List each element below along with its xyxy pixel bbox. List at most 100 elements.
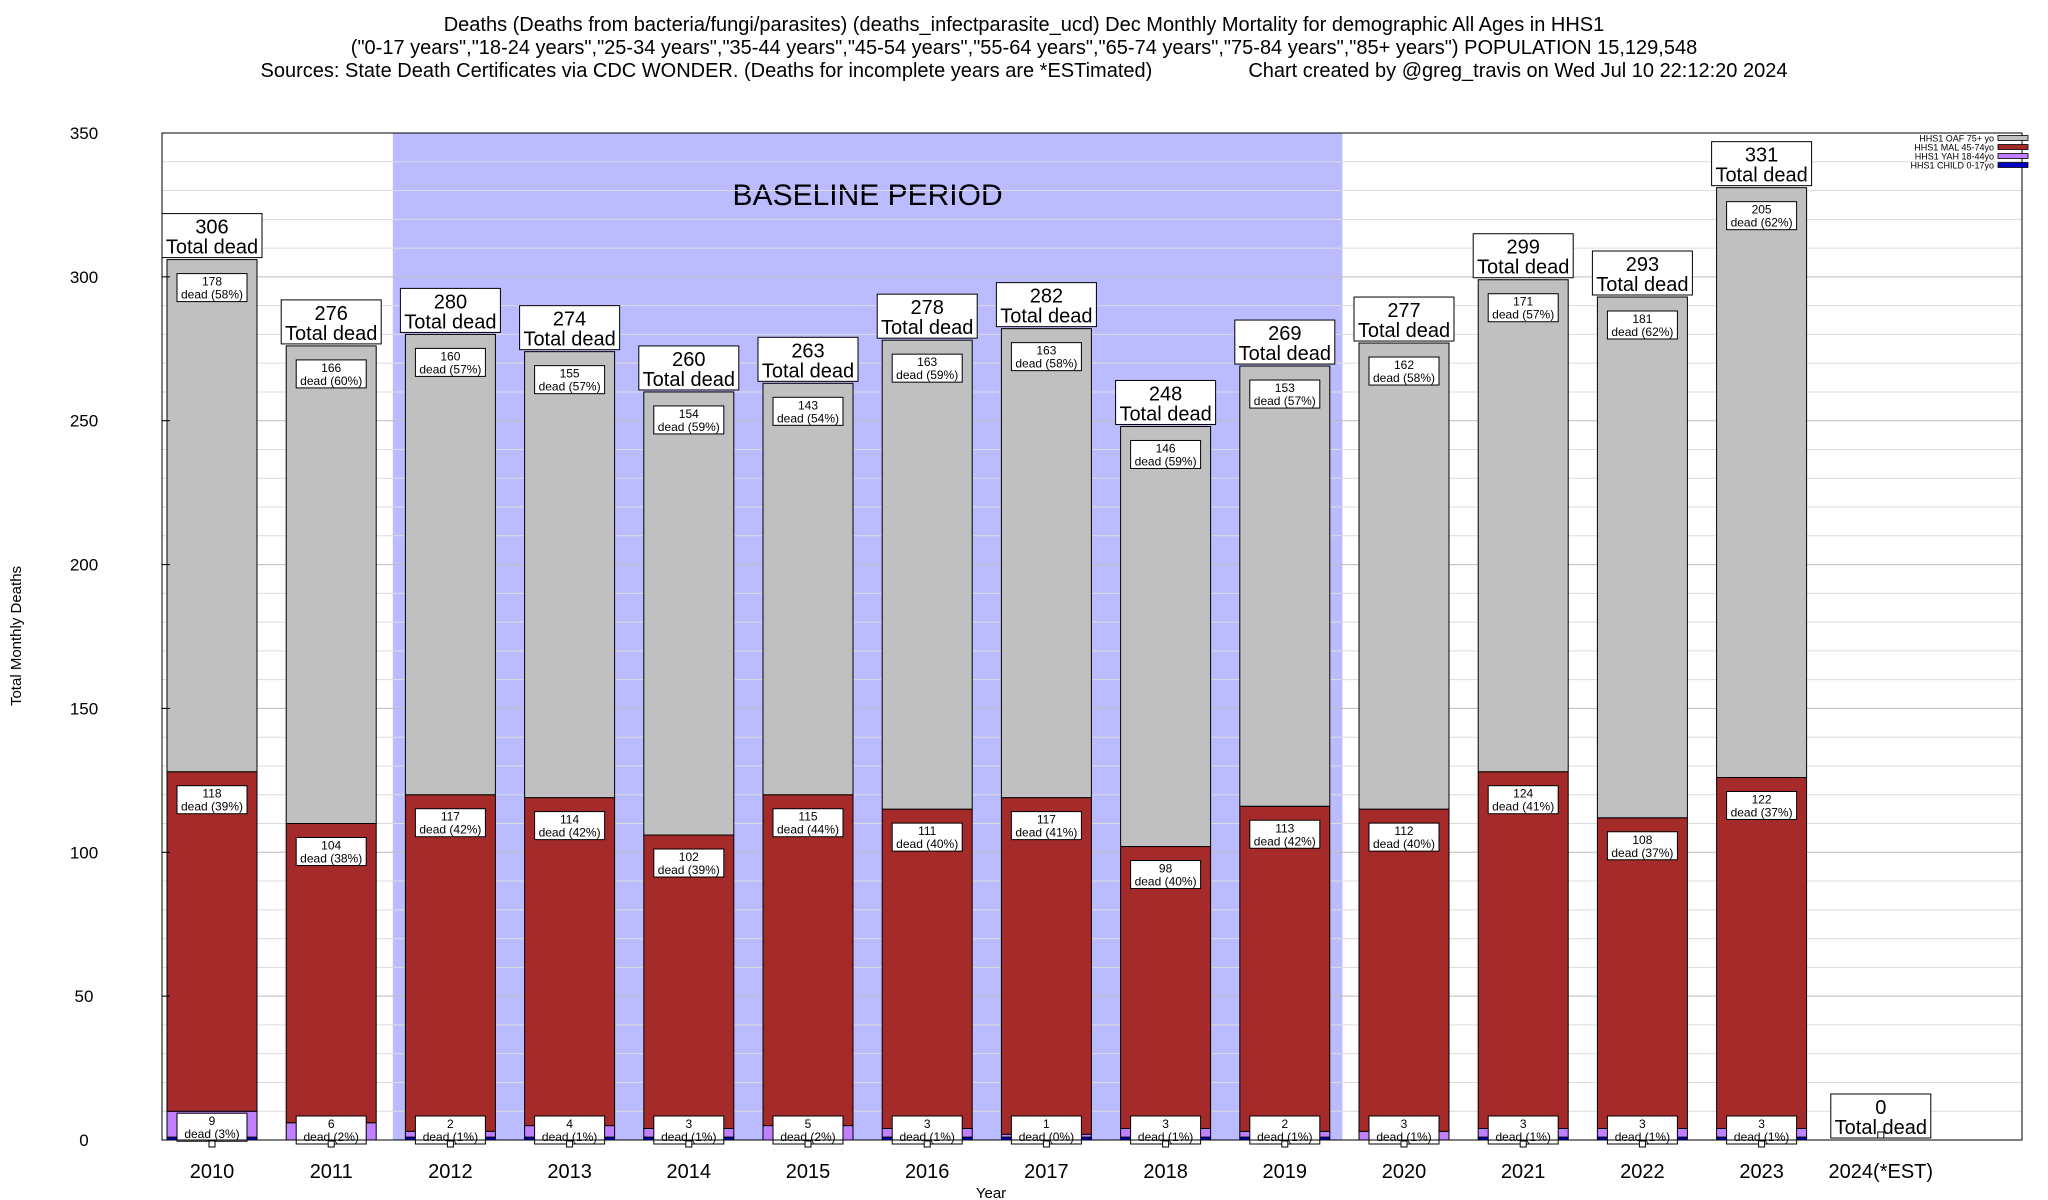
segment-percent: dead (57%) xyxy=(539,380,601,394)
total-value: 306 xyxy=(195,217,228,239)
segment-percent: dead (57%) xyxy=(419,362,481,376)
segment-label-box xyxy=(1726,201,1798,231)
bar-segment xyxy=(285,823,377,1124)
total-value: 293 xyxy=(1626,254,1659,276)
point-marker xyxy=(446,1140,454,1148)
total-value: 331 xyxy=(1745,145,1778,167)
y-tick-label: 100 xyxy=(70,843,98,862)
segment-label-box xyxy=(295,359,367,389)
segment-percent: dead (38%) xyxy=(300,852,362,866)
segment-label-box xyxy=(1010,342,1082,372)
total-caption: Total dead xyxy=(1596,274,1688,296)
segment-count: 124 xyxy=(1513,787,1533,801)
point-marker xyxy=(804,1140,812,1148)
segment-label-box xyxy=(1606,831,1678,861)
total-label-box xyxy=(757,336,859,382)
segment-count: 113 xyxy=(1275,821,1294,835)
x-tick-label: 2010 xyxy=(190,1161,235,1183)
total-caption: Total dead xyxy=(523,329,615,351)
segment-count: 143 xyxy=(798,398,818,412)
bar-segment xyxy=(1596,296,1688,819)
bar-segment xyxy=(1000,328,1092,799)
bar-segment xyxy=(285,345,377,825)
total-label-box xyxy=(1830,1093,1932,1139)
total-caption: Total dead xyxy=(166,237,258,259)
y-tick-label: 150 xyxy=(70,699,98,718)
segment-label-box xyxy=(1130,1115,1202,1145)
point-marker xyxy=(1758,1140,1766,1148)
segment-count: 2 xyxy=(447,1117,454,1131)
legend-label: HHS1 CHILD 0-17yo xyxy=(1910,161,1994,171)
segment-percent: dead (59%) xyxy=(1135,454,1197,468)
x-tick-label: 2019 xyxy=(1263,1161,1308,1183)
plot-frame xyxy=(161,132,2023,1141)
total-value: 277 xyxy=(1387,300,1420,322)
segment-count: 181 xyxy=(1632,312,1652,326)
total-label-box xyxy=(638,345,740,391)
segment-count: 171 xyxy=(1513,295,1533,309)
total-label-box xyxy=(1234,319,1336,365)
point-marker xyxy=(685,1140,693,1148)
point-marker xyxy=(1162,1140,1170,1148)
segment-percent: dead (58%) xyxy=(1373,371,1435,385)
point-marker xyxy=(327,1140,335,1148)
legend-swatch xyxy=(1997,162,2029,168)
bar-segment xyxy=(1477,279,1569,773)
total-value: 263 xyxy=(791,340,824,362)
segment-count: 104 xyxy=(321,839,341,853)
point-marker xyxy=(208,1140,216,1148)
legend-label: HHS1 MAL 45-74yo xyxy=(1914,143,1994,153)
bar-segment xyxy=(1239,365,1331,807)
x-tick-label: 2021 xyxy=(1501,1161,1546,1183)
segment-percent: dead (42%) xyxy=(1254,834,1316,848)
segment-percent: dead (57%) xyxy=(1492,308,1554,322)
x-tick-label: 2020 xyxy=(1382,1161,1427,1183)
segment-count: 108 xyxy=(1632,833,1652,847)
segment-label-box xyxy=(1368,822,1440,852)
total-value: 248 xyxy=(1149,383,1182,405)
total-caption: Total dead xyxy=(1358,320,1450,342)
segment-percent: dead (37%) xyxy=(1611,846,1673,860)
segment-count: 114 xyxy=(560,813,579,827)
point-marker xyxy=(1519,1140,1527,1148)
segment-label-box xyxy=(772,808,844,838)
segment-count: 205 xyxy=(1752,203,1772,217)
bar-segment xyxy=(524,351,616,799)
x-tick-label: 2024(*EST) xyxy=(1829,1161,1934,1183)
segment-count: 122 xyxy=(1752,792,1772,806)
bar-segment xyxy=(1716,187,1808,778)
point-marker xyxy=(1400,1140,1408,1148)
total-caption: Total dead xyxy=(643,369,735,391)
segment-count: 6 xyxy=(328,1117,335,1131)
segment-label-box xyxy=(1726,1115,1798,1145)
y-tick-label: 50 xyxy=(75,987,94,1006)
total-caption: Total dead xyxy=(1835,1117,1927,1139)
segment-label-box xyxy=(534,811,606,841)
total-label-box xyxy=(519,305,621,351)
total-value: 260 xyxy=(672,349,705,371)
y-tick-label: 200 xyxy=(70,556,98,575)
segment-count: 3 xyxy=(1162,1117,1169,1131)
segment-count: 163 xyxy=(917,355,937,369)
segment-label-box xyxy=(1130,860,1202,890)
segment-label-box xyxy=(772,396,844,426)
